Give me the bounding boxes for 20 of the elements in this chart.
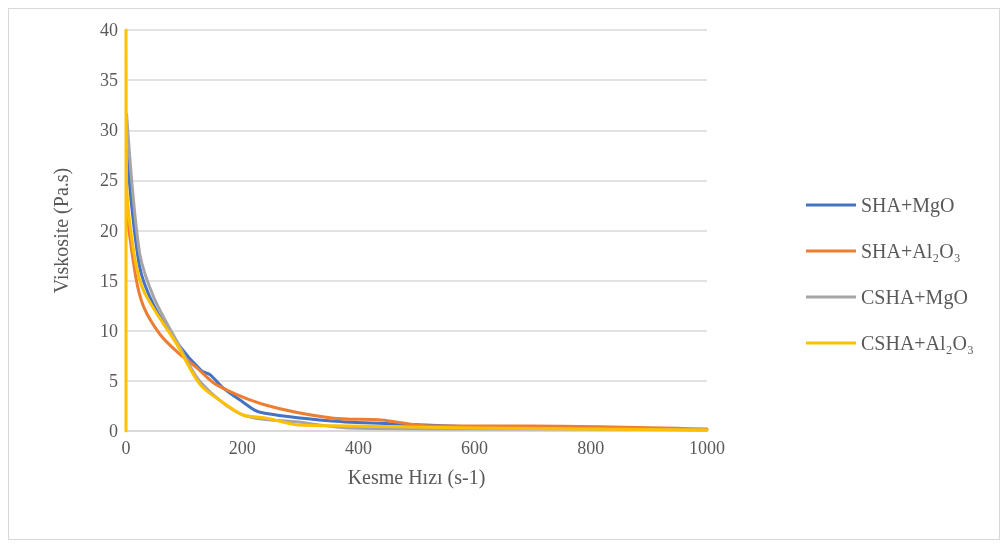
y-tick-label: 40 [100,20,118,40]
y-tick-label: 5 [109,370,118,391]
x-tick-label: 800 [577,438,605,458]
y-tick-label: 30 [100,120,118,141]
legend-label: CSHA+Al₂O₃ [860,332,975,354]
legend-label: SHA+MgO [860,194,955,217]
x-tick-label: 400 [344,438,372,458]
y-tick-label: 0 [109,421,118,441]
y-tick-label: 35 [100,70,118,91]
x-tick-label: 600 [461,438,489,458]
x-tick-label: 1000 [689,438,725,458]
y-tick-label: 20 [100,220,118,241]
y-tick-label: 15 [100,270,118,291]
x-tick-label: 200 [228,438,256,458]
y-axis-title: Viskosite (Pa.s) [50,167,73,294]
y-tick-label: 10 [100,320,118,341]
x-axis-title: Kesme Hızı (s-1) [347,466,486,489]
y-tick-label: 25 [100,170,118,191]
legend-label: CSHA+MgO [860,286,968,309]
legend-label: SHA+Al₂O₃ [860,240,961,262]
